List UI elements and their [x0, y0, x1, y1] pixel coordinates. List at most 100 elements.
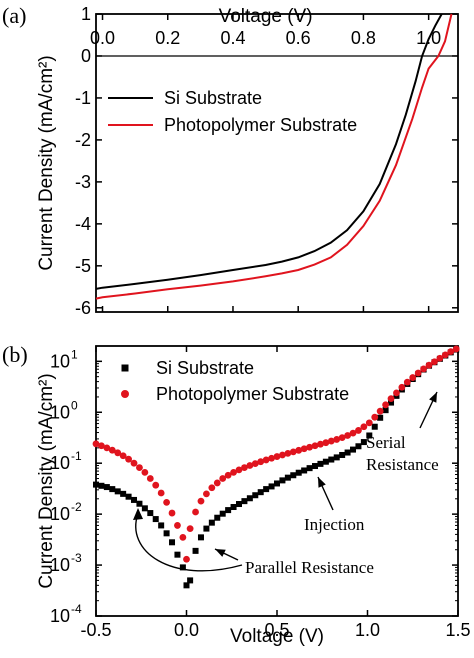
- chart-b-point: [355, 427, 362, 434]
- chart-a-y-tick-label: -2: [75, 130, 91, 150]
- chart-b-point: [263, 486, 270, 493]
- chart-b-point: [251, 460, 259, 468]
- panel-a-label: (a): [2, 3, 26, 28]
- chart-b-point: [93, 481, 99, 488]
- chart-b-point: [301, 467, 308, 474]
- chart-b-point: [328, 456, 335, 463]
- chart-b-point: [192, 547, 199, 554]
- chart-b-point: [295, 469, 302, 476]
- chart-b-point: [152, 481, 160, 489]
- chart-b-point: [187, 577, 194, 584]
- chart-a-y-tick-label: -3: [75, 172, 91, 192]
- chart-b-point: [257, 458, 265, 466]
- chart-b-point: [382, 407, 389, 414]
- chart-b-point: [208, 484, 216, 492]
- chart-b-point: [452, 345, 460, 353]
- chart-b-point: [371, 413, 379, 421]
- chart-b-point: [322, 439, 330, 447]
- chart-a-series-line-si: [95, 13, 443, 290]
- chart-b-point: [241, 498, 248, 505]
- chart-b-y-tick-exponent: -1: [71, 449, 82, 463]
- chart-b-point: [136, 464, 143, 471]
- chart-b-point: [125, 455, 132, 463]
- chart-b-point: [284, 474, 291, 481]
- chart-a-y-tick-label: -6: [75, 298, 91, 318]
- chart-b-point: [163, 498, 170, 506]
- chart-b-point: [158, 522, 165, 529]
- serial-resistance-arrow-head: [429, 392, 437, 403]
- chart-b-point: [186, 525, 194, 532]
- chart-a-x-tick-label: 0.4: [220, 28, 245, 48]
- chart-b-point: [376, 407, 384, 415]
- chart-b-point: [268, 483, 275, 490]
- chart-b-x-tick-label: 1.5: [445, 620, 470, 640]
- chart-b-point: [203, 525, 210, 532]
- chart-b-point: [208, 519, 215, 526]
- parallel-resistance-curve: [135, 513, 243, 572]
- chart-b-point: [109, 486, 116, 493]
- chart-b-y-tick-label: 10 -3: [50, 551, 82, 575]
- chart-b-point: [273, 453, 281, 460]
- chart-b-point: [312, 463, 319, 470]
- chart-b-point: [213, 479, 221, 487]
- chart-b-point: [130, 459, 138, 467]
- chart-b-point: [224, 471, 232, 479]
- chart-b-point: [447, 348, 455, 356]
- chart-b-point: [246, 495, 253, 502]
- chart-b-point: [257, 489, 264, 496]
- chart-b-y-tick-base: 10: [50, 606, 70, 626]
- chart-b-point: [355, 443, 362, 450]
- chart-b-x-tick-label: -0.5: [80, 620, 111, 640]
- chart-b-point: [327, 437, 335, 445]
- injection-arrow-head: [318, 477, 326, 488]
- chart-a-legend: Si Substrate Photopolymer Substrate: [108, 88, 357, 135]
- chart-b-point: [425, 361, 433, 369]
- annotation-parallel-resistance: Parallel Resistance: [245, 558, 374, 577]
- chart-b-point: [268, 454, 275, 462]
- chart-b-point: [398, 383, 406, 391]
- chart-a-y-axis-title: Current Density (mA/cm²): [36, 55, 57, 270]
- chart-b-point: [317, 460, 324, 467]
- chart-b-point: [103, 444, 111, 452]
- chart-b-point: [169, 539, 176, 546]
- chart-b-y-tick-label: 10 -4: [50, 602, 82, 626]
- chart-b-point: [203, 490, 210, 498]
- chart-a-legend-label: Si Substrate: [164, 88, 262, 108]
- chart-a-x-tick-label: 0.0: [90, 28, 115, 48]
- chart-b-point: [377, 414, 384, 421]
- chart-b-point: [295, 446, 303, 454]
- chart-b-point: [387, 395, 395, 403]
- chart-b-point: [136, 500, 143, 507]
- chart-a-series-line-photopolymer: [95, 13, 453, 300]
- chart-b-point: [141, 468, 149, 476]
- chart-b-point: [338, 434, 346, 442]
- chart-b-point: [168, 509, 176, 517]
- chart-b-point: [274, 480, 280, 487]
- chart-b-point: [431, 358, 438, 366]
- chart-b-point: [349, 429, 357, 437]
- chart-b-point: [235, 501, 242, 508]
- chart-b-y-tick-base: 10: [50, 351, 70, 371]
- chart-b-point: [350, 446, 357, 453]
- chart-b-point: [317, 440, 324, 448]
- chart-b-y-tick-exponent: 1: [71, 347, 78, 361]
- chart-b-y-tick-exponent: 0: [71, 398, 78, 412]
- chart-b-point: [360, 439, 367, 446]
- chart-b-point: [214, 514, 221, 521]
- chart-b-legend-swatch: [121, 390, 129, 398]
- chart-b-y-tick-base: 10: [50, 555, 70, 575]
- chart-a-y-tick-label: 1: [81, 4, 91, 24]
- chart-b-x-tick-label: 0.5: [264, 620, 289, 640]
- chart-b-point: [339, 451, 346, 458]
- chart-b-x-tick-label: 0.0: [174, 620, 199, 640]
- chart-b-point: [366, 432, 373, 439]
- panel-b-label: (b): [2, 342, 28, 367]
- chart-b-y-tick-exponent: -2: [71, 500, 82, 514]
- chart-b-point: [146, 475, 154, 482]
- chart-b-point: [279, 451, 286, 459]
- chart-b-point: [300, 445, 308, 453]
- chart-b-point: [388, 399, 395, 406]
- chart-b-point: [120, 490, 127, 497]
- chart-b-point: [235, 466, 243, 474]
